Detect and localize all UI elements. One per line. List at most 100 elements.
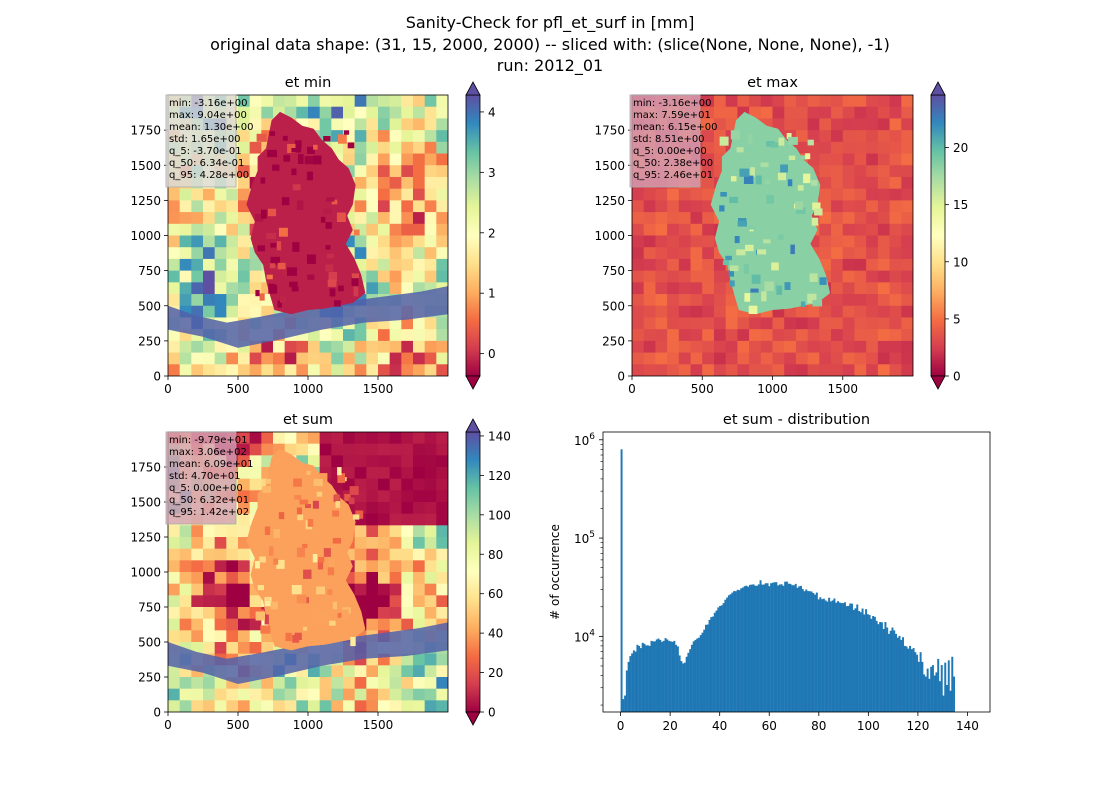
x-tick-label: 500 xyxy=(691,382,714,396)
histogram-bar xyxy=(757,584,760,712)
stats-line: q_50: 6.34e-01 xyxy=(169,158,244,169)
histogram-bar xyxy=(803,591,806,712)
histogram-bar xyxy=(749,584,751,712)
histogram-bar xyxy=(733,591,736,712)
histogram-bar xyxy=(622,699,625,712)
histogram-bar xyxy=(650,640,653,712)
histogram-bar xyxy=(785,581,788,712)
histogram-bar xyxy=(861,608,864,712)
y-tick-label: 1750 xyxy=(594,124,625,138)
histogram-bar xyxy=(812,593,815,712)
histogram-bar xyxy=(713,612,716,712)
histogram-bar xyxy=(875,620,878,712)
histogram-bar xyxy=(821,599,824,712)
colorbar-tick-label: 80 xyxy=(488,548,503,562)
x-tick-label: 140 xyxy=(956,719,979,733)
y-tick-label: 1000 xyxy=(130,566,161,580)
histogram-bar xyxy=(923,674,926,712)
histogram-bar xyxy=(868,614,871,712)
histogram-bar xyxy=(891,627,894,712)
histogram-bar xyxy=(643,643,646,712)
histogram-bar xyxy=(854,608,857,712)
histogram-bar xyxy=(935,672,938,712)
stats-line: std: 8.51e+00 xyxy=(633,134,705,145)
histogram-bar xyxy=(712,616,715,712)
x-tick-label: 1000 xyxy=(293,718,324,732)
histogram-bar xyxy=(805,589,808,712)
histogram-bar xyxy=(740,588,743,712)
histogram-bar xyxy=(627,661,630,712)
histogram-bar xyxy=(794,583,797,712)
histogram-bar xyxy=(734,591,737,712)
histogram-bar xyxy=(937,658,940,712)
y-tick-label: 1500 xyxy=(594,159,625,173)
histogram-bar xyxy=(824,600,827,712)
colorbar-tick-label: 140 xyxy=(488,429,511,443)
histogram-bar xyxy=(933,675,936,712)
histogram-bar xyxy=(877,624,880,712)
histogram-bar xyxy=(953,676,956,712)
histogram-bar xyxy=(912,648,915,712)
axes-title: et max xyxy=(747,75,798,91)
histogram-bar xyxy=(800,585,802,712)
histogram-bar xyxy=(646,645,649,712)
histogram-bar xyxy=(844,602,846,712)
histogram-bar xyxy=(763,584,766,712)
histogram-bar xyxy=(787,583,790,712)
stats-line: q_50: 2.38e+00 xyxy=(633,158,713,169)
histogram-bar xyxy=(754,585,757,712)
histogram-bar xyxy=(717,607,720,712)
colorbar-tick-label: 10 xyxy=(953,255,968,269)
histogram-bar xyxy=(777,585,780,712)
histogram-bar xyxy=(724,599,727,712)
histogram-bar xyxy=(914,652,917,712)
histogram-bar xyxy=(680,661,683,712)
stats-line: q_95: 2.46e+01 xyxy=(633,170,713,181)
histogram-bar xyxy=(697,637,700,712)
figure-suptitle-line-3: run: 2012_01 xyxy=(496,56,604,75)
histogram-bar xyxy=(926,668,929,712)
histogram-bar xyxy=(835,602,838,712)
y-tick-label: 1500 xyxy=(130,496,161,510)
colorbar-tick-label: 2 xyxy=(488,226,496,240)
histogram-bar xyxy=(666,639,669,712)
histogram-bar xyxy=(831,600,834,712)
histogram-bar xyxy=(764,583,767,712)
histogram-bar xyxy=(657,638,660,712)
stats-line: q_95: 4.28e+00 xyxy=(169,170,249,181)
histogram-bar xyxy=(645,645,648,712)
histogram-bar xyxy=(903,645,906,712)
stats-line: mean: 6.15e+00 xyxy=(633,122,717,133)
histogram-bar xyxy=(743,586,746,712)
histogram-bar xyxy=(951,656,954,712)
histogram-bar xyxy=(833,598,836,712)
histogram-bar xyxy=(851,603,853,712)
colorbar-extend-max xyxy=(930,81,946,96)
colorbar-tick-label: 20 xyxy=(488,666,503,680)
colorbar-extend-min xyxy=(930,375,946,390)
y-tick-label: 500 xyxy=(138,636,161,650)
y-tick-label: 0 xyxy=(617,370,625,384)
histogram-bar xyxy=(900,639,903,712)
histogram-bar xyxy=(662,640,665,712)
histogram-bar xyxy=(692,641,695,712)
histogram-bar xyxy=(842,603,845,712)
y-tick-label: 250 xyxy=(138,334,161,348)
y-tick-label: 750 xyxy=(138,601,161,615)
colorbar-tick-label: 20 xyxy=(953,141,968,155)
figure-suptitle-line-2: original data shape: (31, 15, 2000, 2000… xyxy=(210,35,890,54)
histogram-bar xyxy=(636,644,639,712)
histogram-bar xyxy=(784,581,787,712)
histogram-bar xyxy=(736,589,739,712)
histogram-bar xyxy=(759,580,762,712)
x-tick-label: 1000 xyxy=(293,382,324,396)
colorbar-tick-label: 3 xyxy=(488,166,496,180)
histogram-bar xyxy=(664,638,667,712)
x-tick-label: 1000 xyxy=(757,382,788,396)
heatmap-panel-3: 0 500 1000 150002505007501000125015001750et… xyxy=(130,412,510,732)
y-tick-label: 750 xyxy=(602,264,625,278)
colorbar-tick-label: 60 xyxy=(488,587,503,601)
colorbar-tick-label: 0 xyxy=(953,370,961,384)
y-tick-label: 250 xyxy=(138,671,161,685)
colorbar-tick-label: 0 xyxy=(488,706,496,720)
